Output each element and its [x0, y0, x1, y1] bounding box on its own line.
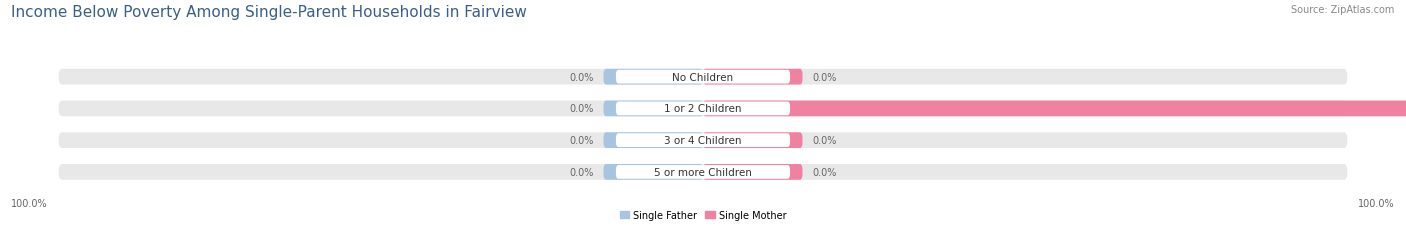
Text: 0.0%: 0.0% [813, 136, 837, 146]
Text: 100.0%: 100.0% [1358, 198, 1395, 208]
Text: 1 or 2 Children: 1 or 2 Children [664, 104, 742, 114]
Text: 3 or 4 Children: 3 or 4 Children [664, 136, 742, 146]
Text: 0.0%: 0.0% [569, 104, 593, 114]
FancyBboxPatch shape [603, 70, 703, 85]
Text: 0.0%: 0.0% [569, 167, 593, 177]
Text: 100.0%: 100.0% [11, 198, 48, 208]
FancyBboxPatch shape [59, 70, 1347, 85]
Text: 5 or more Children: 5 or more Children [654, 167, 752, 177]
FancyBboxPatch shape [59, 164, 1347, 180]
Text: 0.0%: 0.0% [569, 72, 593, 82]
FancyBboxPatch shape [603, 164, 703, 180]
FancyBboxPatch shape [616, 165, 790, 179]
FancyBboxPatch shape [616, 134, 790, 147]
Text: Income Below Poverty Among Single-Parent Households in Fairview: Income Below Poverty Among Single-Parent… [11, 5, 527, 20]
FancyBboxPatch shape [703, 133, 803, 148]
FancyBboxPatch shape [616, 70, 790, 84]
FancyBboxPatch shape [703, 101, 1406, 117]
Legend: Single Father, Single Mother: Single Father, Single Mother [616, 206, 790, 224]
FancyBboxPatch shape [59, 133, 1347, 148]
FancyBboxPatch shape [59, 101, 1347, 117]
Text: 0.0%: 0.0% [813, 72, 837, 82]
Text: No Children: No Children [672, 72, 734, 82]
FancyBboxPatch shape [603, 101, 703, 117]
FancyBboxPatch shape [603, 133, 703, 148]
FancyBboxPatch shape [616, 102, 790, 116]
Text: Source: ZipAtlas.com: Source: ZipAtlas.com [1291, 5, 1395, 15]
Text: 0.0%: 0.0% [813, 167, 837, 177]
FancyBboxPatch shape [703, 164, 803, 180]
Text: 0.0%: 0.0% [569, 136, 593, 146]
FancyBboxPatch shape [703, 70, 803, 85]
